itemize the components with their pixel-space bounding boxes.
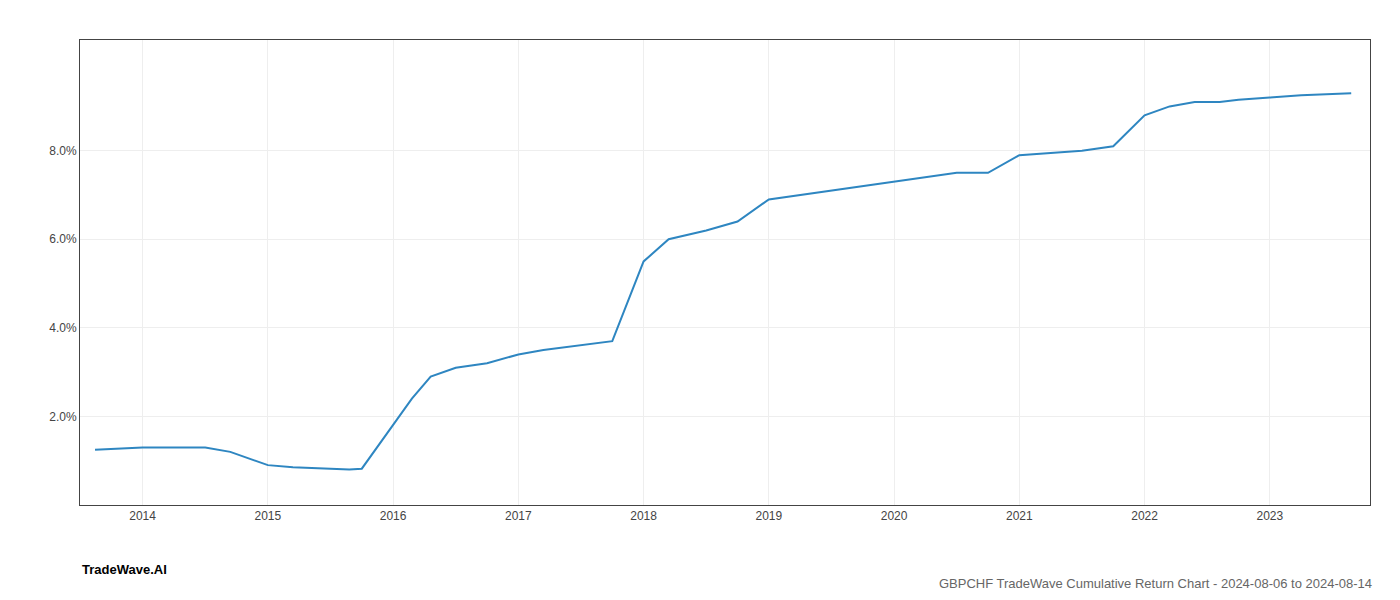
svg-text:2016: 2016: [380, 509, 407, 523]
svg-text:2023: 2023: [1256, 509, 1283, 523]
svg-text:4.0%: 4.0%: [49, 321, 77, 335]
svg-text:2.0%: 2.0%: [49, 410, 77, 424]
svg-text:GBPCHF TradeWave Cumulative Re: GBPCHF TradeWave Cumulative Return Chart…: [939, 576, 1372, 591]
svg-text:2019: 2019: [755, 509, 782, 523]
svg-text:2014: 2014: [129, 509, 156, 523]
svg-text:2020: 2020: [881, 509, 908, 523]
svg-text:8.0%: 8.0%: [49, 144, 77, 158]
svg-text:2017: 2017: [505, 509, 532, 523]
svg-text:TradeWave.AI: TradeWave.AI: [82, 562, 167, 577]
svg-text:2022: 2022: [1131, 509, 1158, 523]
svg-text:2021: 2021: [1006, 509, 1033, 523]
svg-text:2018: 2018: [630, 509, 657, 523]
svg-text:2015: 2015: [255, 509, 282, 523]
svg-text:6.0%: 6.0%: [49, 232, 77, 246]
